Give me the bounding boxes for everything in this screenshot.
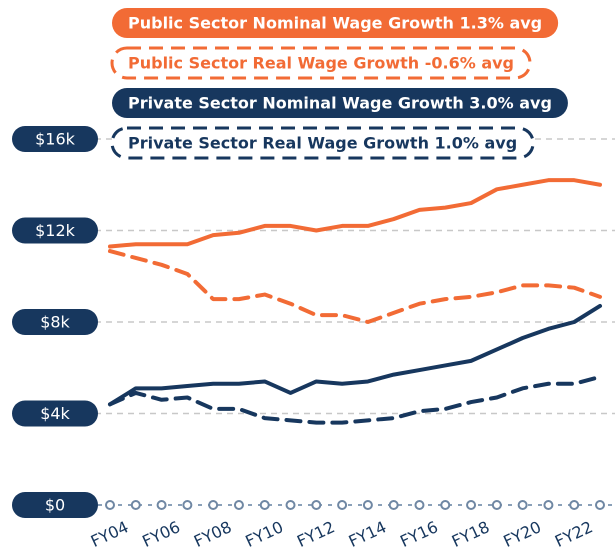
y-tick-label: $16k bbox=[35, 130, 76, 149]
legend-item: Private Sector Real Wage Growth 1.0% avg bbox=[110, 126, 535, 160]
y-tick-pill bbox=[12, 126, 98, 152]
y-tick-label: $4k bbox=[40, 404, 70, 423]
y-tick-label: $8k bbox=[40, 313, 70, 332]
x-tick-dot bbox=[569, 500, 580, 510]
y-tick-pill bbox=[12, 309, 98, 335]
y-tick-label: $12k bbox=[35, 221, 76, 240]
series-line bbox=[108, 249, 602, 324]
y-tick-pill bbox=[12, 492, 98, 518]
x-tick-label: FY16 bbox=[397, 517, 441, 551]
x-tick-dot bbox=[311, 500, 322, 510]
y-tick-pill bbox=[12, 217, 98, 244]
series-line bbox=[108, 374, 602, 425]
x-tick-label: FY14 bbox=[346, 517, 390, 551]
legend-pill bbox=[110, 126, 535, 160]
x-tick-label: FY10 bbox=[242, 517, 286, 551]
x-tick-label: FY22 bbox=[552, 517, 596, 551]
legend-item: Private Sector Nominal Wage Growth 3.0% … bbox=[112, 88, 568, 118]
x-tick-dot bbox=[543, 500, 554, 510]
legend-item: Public Sector Real Wage Growth -0.6% avg bbox=[110, 46, 532, 80]
x-tick-dot bbox=[388, 500, 399, 510]
x-tick-dot bbox=[595, 500, 605, 510]
x-tick-dot bbox=[259, 500, 270, 510]
x-tick-dot bbox=[517, 500, 528, 510]
x-tick-dot bbox=[208, 500, 219, 510]
series-line bbox=[108, 178, 602, 249]
x-tick-dot bbox=[466, 500, 477, 510]
x-tick-dot bbox=[414, 500, 425, 510]
x-tick-dot bbox=[156, 500, 167, 510]
x-tick-label: FY12 bbox=[294, 517, 338, 551]
x-tick-dot bbox=[130, 500, 141, 510]
x-tick-dot bbox=[182, 500, 193, 510]
x-tick-label: FY06 bbox=[139, 517, 183, 551]
x-tick-label: FY04 bbox=[88, 517, 132, 551]
legend-label: Public Sector Real Wage Growth -0.6% avg bbox=[128, 54, 514, 73]
x-tick-dot bbox=[440, 500, 451, 510]
legend-pill bbox=[110, 46, 532, 80]
x-tick-dot bbox=[233, 500, 244, 510]
y-tick-label: $0 bbox=[45, 496, 65, 515]
y-tick-pill bbox=[12, 400, 98, 427]
x-tick-label: FY18 bbox=[449, 517, 493, 551]
legend-item: Public Sector Nominal Wage Growth 1.3% a… bbox=[112, 8, 559, 38]
legend-label: Public Sector Nominal Wage Growth 1.3% a… bbox=[128, 14, 542, 33]
legend-label: Private Sector Real Wage Growth 1.0% avg bbox=[128, 134, 517, 153]
x-tick-dot bbox=[491, 500, 502, 510]
x-tick-dot bbox=[337, 500, 348, 510]
x-tick-dot bbox=[285, 500, 296, 510]
legend-pill bbox=[112, 88, 568, 118]
x-tick-label: FY20 bbox=[500, 517, 544, 551]
x-tick-dot bbox=[362, 500, 373, 510]
legend-label: Private Sector Nominal Wage Growth 3.0% … bbox=[128, 94, 552, 113]
legend-pill bbox=[112, 8, 559, 38]
series-line bbox=[108, 303, 602, 407]
x-tick-dot bbox=[105, 500, 115, 510]
x-tick-label: FY08 bbox=[191, 517, 235, 551]
